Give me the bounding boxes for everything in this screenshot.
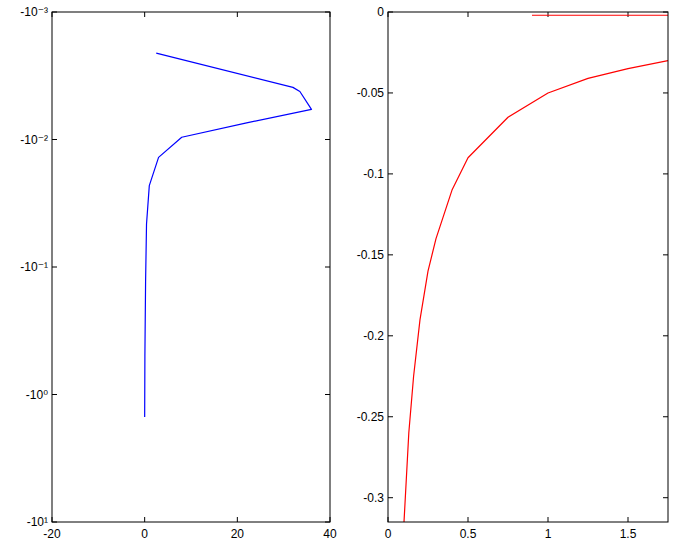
x-tick: [468, 12, 469, 17]
x-tick-label: 20: [231, 527, 245, 541]
y-tick: [52, 267, 57, 268]
series-group: [145, 53, 312, 417]
x-tick: [237, 12, 238, 17]
y-tick-label: -10⁰: [26, 388, 48, 402]
y-tick: [52, 139, 57, 140]
y-tick-label: -10¹: [27, 515, 48, 529]
plot-frame: [52, 12, 330, 522]
data-line: [532, 15, 668, 16]
x-tick: [628, 12, 629, 17]
y-tick-label: -0.1: [363, 167, 384, 181]
x-tick: [144, 12, 145, 17]
y-tick-label: -0.25: [357, 410, 385, 424]
panel: -20 0 20 40 -10⁻³ -10⁻² -10⁻¹ -10⁰ -10¹: [20, 5, 337, 541]
y-tick: [325, 394, 330, 395]
x-tick: [468, 517, 469, 522]
panel: 0 0.5 1 1.5 -0.3 -0.25 -0.2 -0.15 -0.1 -0.05 0: [357, 5, 668, 541]
y-tick: [388, 497, 393, 498]
y-tick-label: -0.15: [357, 248, 385, 262]
y-tick: [52, 394, 57, 395]
y-tick: [388, 254, 393, 255]
x-tick-label: -20: [43, 527, 61, 541]
y-tick: [325, 139, 330, 140]
y-tick-label: -0.3: [363, 491, 384, 505]
plot-frame: [388, 12, 668, 522]
y-tick-label: -0.2: [363, 329, 384, 343]
x-tick-label: 1.5: [620, 527, 637, 541]
y-tick: [388, 416, 393, 417]
x-tick-label: 0: [385, 527, 392, 541]
x-tick-label: 0: [141, 527, 148, 541]
x-tick: [548, 517, 549, 522]
plot-area: [52, 12, 330, 522]
y-tick: [663, 335, 668, 336]
figure: -20 0 20 40 -10⁻³ -10⁻² -10⁻¹ -10⁰ -10¹ 0 0.5 1 1.5 -…: [0, 0, 681, 550]
x-tick: [144, 517, 145, 522]
y-tick: [663, 254, 668, 255]
y-tick: [388, 173, 393, 174]
y-tick: [388, 92, 393, 93]
y-tick-label: -10⁻¹: [20, 260, 48, 274]
x-tick-label: 0.5: [460, 527, 477, 541]
x-tick-label: 1: [545, 527, 552, 541]
x-tick: [628, 517, 629, 522]
x-tick: [237, 517, 238, 522]
x-tick-label: 40: [323, 527, 337, 541]
y-tick-label: 0: [377, 5, 384, 19]
y-tick: [325, 267, 330, 268]
y-tick: [663, 173, 668, 174]
y-tick-label: -0.05: [357, 86, 385, 100]
y-tick-label: -10⁻²: [20, 133, 48, 147]
plot-area: [388, 12, 668, 522]
y-tick-label: -10⁻³: [20, 5, 48, 19]
y-tick: [663, 416, 668, 417]
y-tick: [388, 335, 393, 336]
series-group: [404, 15, 668, 522]
data-line: [404, 61, 668, 522]
x-tick: [548, 12, 549, 17]
y-tick: [663, 92, 668, 93]
y-tick: [663, 497, 668, 498]
data-line: [145, 53, 312, 417]
